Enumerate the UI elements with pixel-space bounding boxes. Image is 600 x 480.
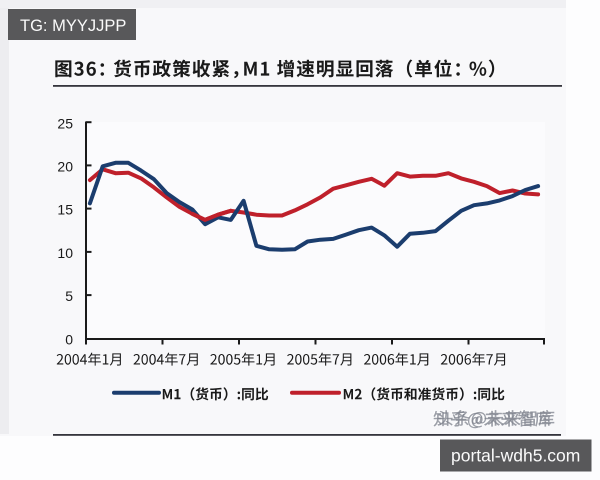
svg-text:25: 25: [57, 115, 73, 131]
svg-text:20: 20: [57, 159, 73, 175]
svg-text:5: 5: [65, 288, 73, 304]
svg-text:portal-wdh5.com: portal-wdh5.com: [451, 446, 580, 466]
svg-text:0: 0: [65, 331, 73, 347]
svg-text:15: 15: [57, 202, 73, 218]
svg-text:10: 10: [57, 245, 73, 261]
svg-text:TG: MYYJJPP: TG: MYYJJPP: [20, 17, 126, 35]
